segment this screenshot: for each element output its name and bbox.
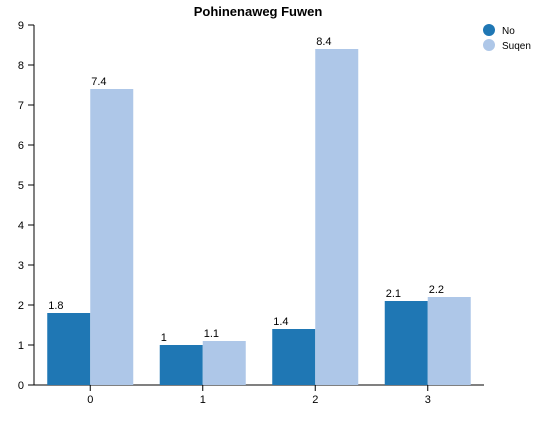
data-label: 7.4 bbox=[91, 76, 106, 88]
x-tick-label: 2 bbox=[312, 394, 318, 406]
y-axis: 0 1 2 3 4 5 6 7 8 9 bbox=[18, 20, 35, 392]
bar-suqen-3 bbox=[427, 297, 471, 385]
y-tick-label: 3 bbox=[18, 260, 24, 272]
y-tick-label: 8 bbox=[18, 60, 24, 72]
bar-suqen-1 bbox=[202, 341, 246, 385]
bar-no-3 bbox=[384, 301, 428, 385]
bar-suqen-0 bbox=[90, 89, 134, 385]
legend-label-suqen: Suqen bbox=[502, 41, 531, 52]
data-labels: 1.8 7.4 1 1.1 1.4 8.4 2.1 2.2 bbox=[48, 36, 444, 344]
x-tick-label: 0 bbox=[87, 394, 93, 406]
legend-marker-no bbox=[483, 24, 495, 36]
y-tick-label: 5 bbox=[18, 180, 24, 192]
data-label: 1.4 bbox=[273, 316, 288, 328]
y-tick-label: 0 bbox=[18, 380, 24, 392]
data-label: 1.8 bbox=[48, 300, 63, 312]
bar-no-1 bbox=[159, 345, 203, 385]
y-tick-label: 6 bbox=[18, 140, 24, 152]
bars bbox=[47, 49, 471, 385]
x-tick-label: 1 bbox=[200, 394, 206, 406]
y-tick-label: 1 bbox=[18, 340, 24, 352]
bar-suqen-2 bbox=[315, 49, 359, 385]
chart-title: Pohinenaweg Fuwen bbox=[194, 4, 323, 19]
bar-no-2 bbox=[272, 329, 316, 385]
legend: No Suqen bbox=[483, 24, 531, 52]
data-label: 2.2 bbox=[429, 284, 444, 296]
data-label: 2.1 bbox=[386, 288, 401, 300]
x-axis: 0 1 2 3 bbox=[34, 384, 484, 406]
data-label: 1.1 bbox=[204, 328, 219, 340]
data-label: 1 bbox=[161, 332, 167, 344]
y-tick-label: 4 bbox=[18, 220, 24, 232]
legend-label-no: No bbox=[502, 26, 515, 37]
y-tick-label: 9 bbox=[18, 20, 24, 32]
legend-marker-suqen bbox=[483, 39, 495, 51]
y-tick-label: 2 bbox=[18, 300, 24, 312]
bar-no-0 bbox=[47, 313, 91, 385]
y-tick-label: 7 bbox=[18, 100, 24, 112]
data-label: 8.4 bbox=[316, 36, 331, 48]
x-tick-label: 3 bbox=[425, 394, 431, 406]
